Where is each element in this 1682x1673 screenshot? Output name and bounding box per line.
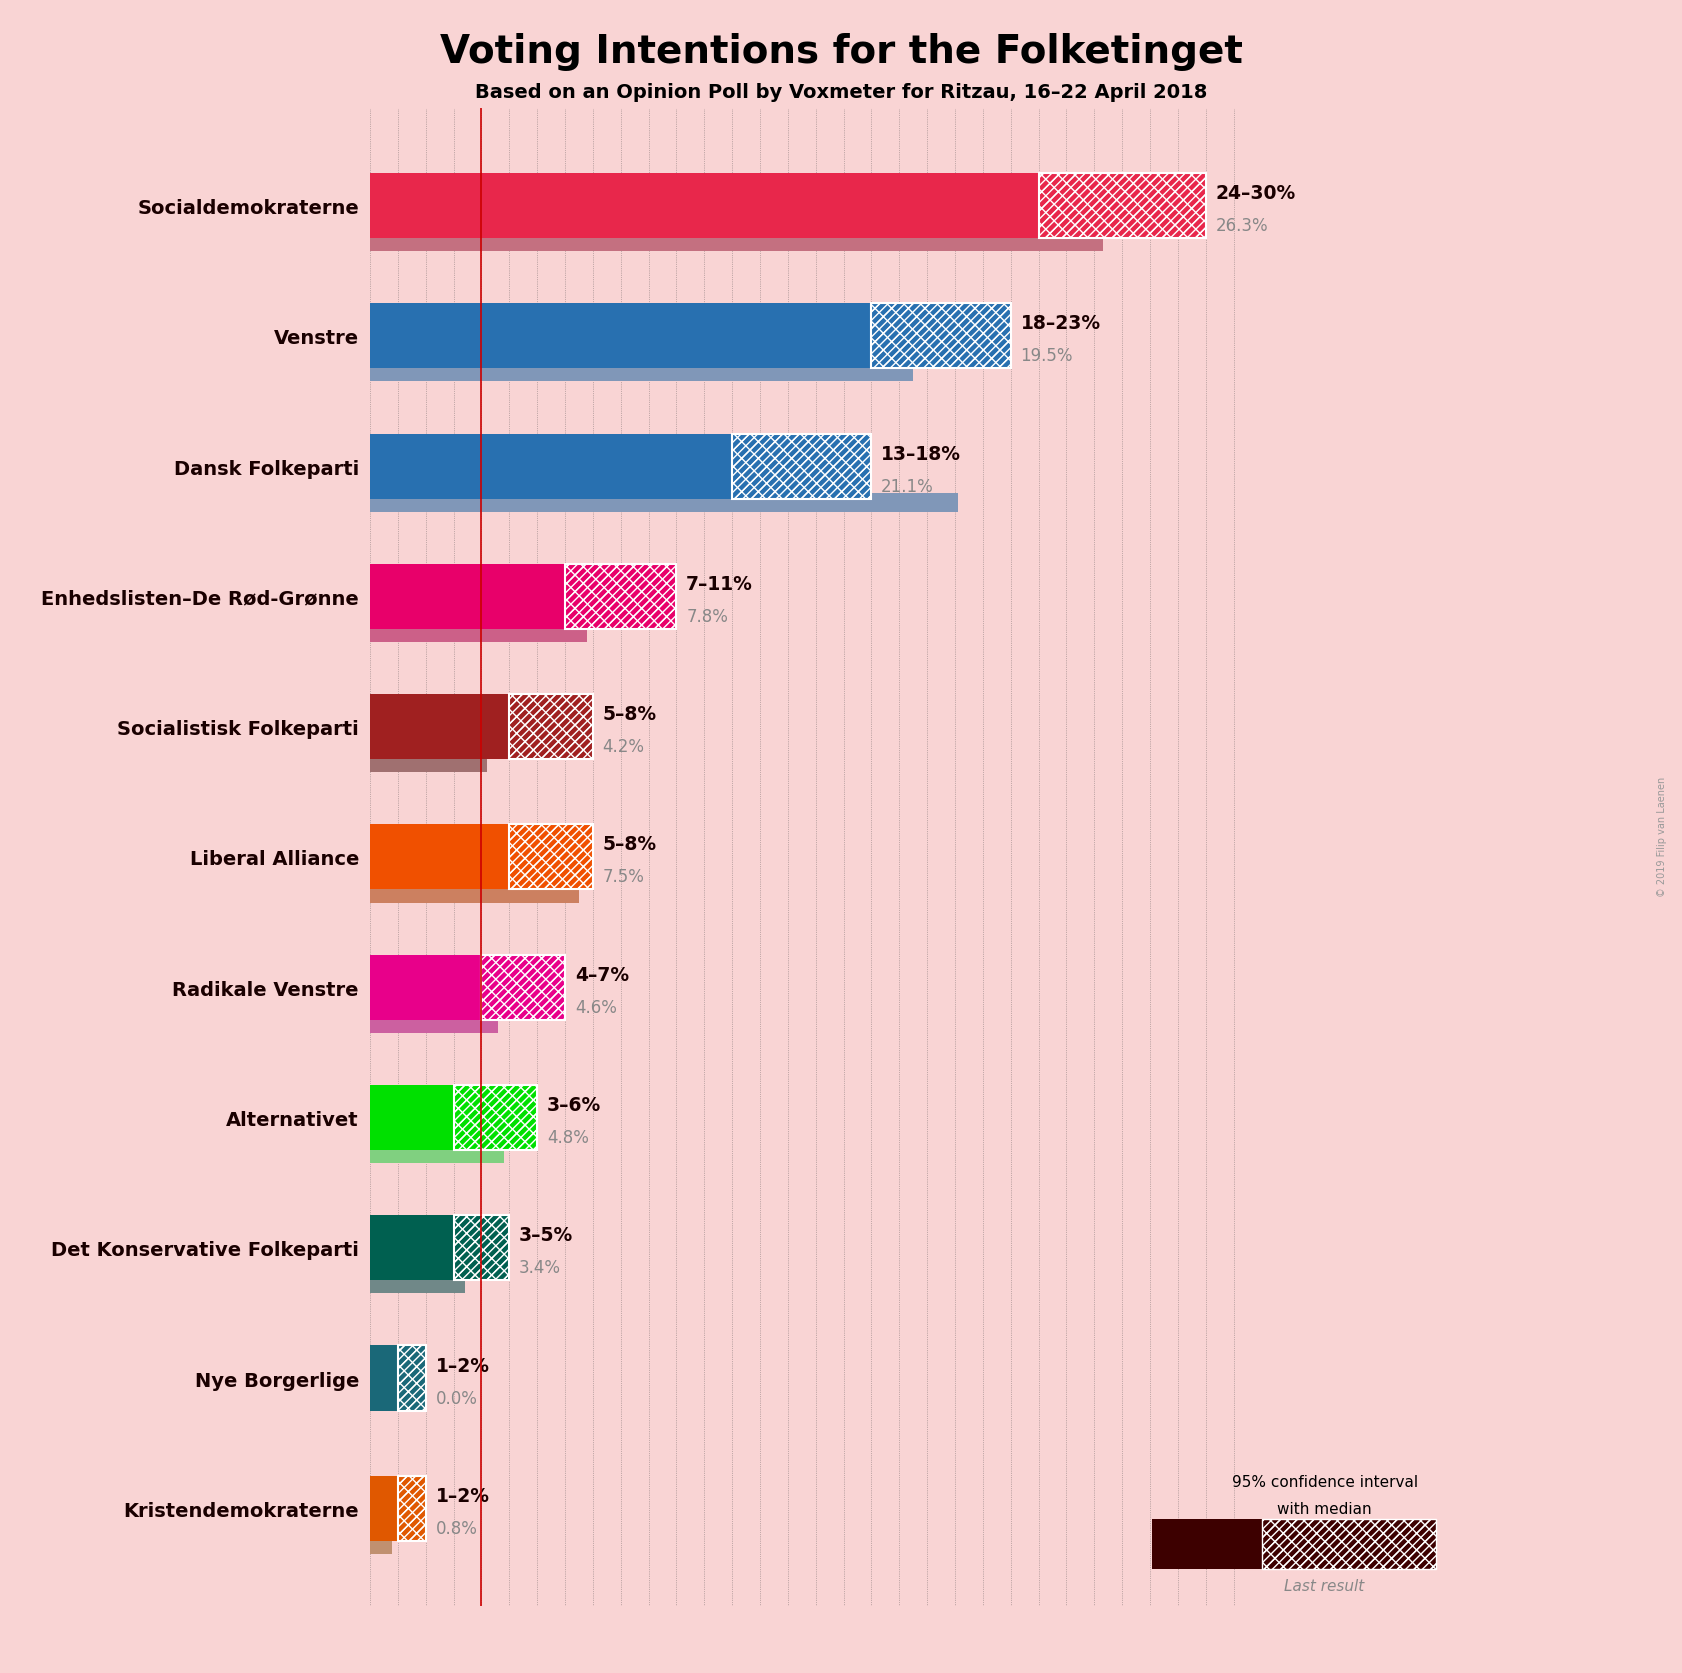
Bar [732, 435, 871, 499]
Bar [370, 755, 488, 773]
Bar [370, 1016, 498, 1034]
Text: 18–23%: 18–23% [1021, 315, 1100, 333]
Text: 26.3%: 26.3% [1216, 217, 1268, 234]
Text: 4.6%: 4.6% [575, 999, 617, 1016]
Text: 3.4%: 3.4% [520, 1258, 562, 1276]
Bar [370, 1275, 464, 1293]
Bar [370, 694, 510, 760]
Text: 95% confidence interval: 95% confidence interval [1231, 1474, 1418, 1489]
Text: with median: with median [1277, 1501, 1373, 1516]
Text: 3–6%: 3–6% [547, 1096, 600, 1114]
Bar [370, 1476, 399, 1541]
Bar [370, 174, 1038, 239]
Bar [454, 1086, 537, 1151]
Bar [370, 1144, 505, 1163]
Bar [732, 435, 871, 499]
Bar [370, 1536, 392, 1554]
Bar [370, 304, 871, 370]
Bar [370, 1345, 399, 1410]
Text: 4–7%: 4–7% [575, 965, 629, 984]
Bar [454, 1086, 537, 1151]
Bar [481, 955, 565, 1021]
Text: 7.8%: 7.8% [686, 607, 728, 626]
Text: © 2019 Filip van Laenen: © 2019 Filip van Laenen [1657, 776, 1667, 897]
Bar [370, 955, 481, 1021]
Text: Based on an Opinion Poll by Voxmeter for Ritzau, 16–22 April 2018: Based on an Opinion Poll by Voxmeter for… [474, 82, 1208, 102]
Text: 1–2%: 1–2% [436, 1486, 489, 1506]
Bar [370, 234, 1103, 253]
Bar [510, 694, 594, 760]
Bar [510, 825, 594, 890]
Bar [370, 1216, 454, 1280]
Text: 0.8%: 0.8% [436, 1519, 478, 1537]
Text: 7–11%: 7–11% [686, 574, 754, 594]
Bar [454, 1216, 510, 1280]
Bar [565, 564, 676, 629]
Bar [510, 825, 594, 890]
Text: 4.2%: 4.2% [602, 738, 644, 756]
Text: 4.8%: 4.8% [547, 1128, 589, 1146]
Bar [370, 564, 565, 629]
Text: 5–8%: 5–8% [602, 704, 656, 724]
Bar [370, 494, 957, 512]
Text: 21.1%: 21.1% [881, 477, 934, 495]
Bar [370, 825, 510, 890]
Text: 3–5%: 3–5% [520, 1226, 574, 1245]
Text: 0.0%: 0.0% [436, 1389, 478, 1407]
Bar [1038, 174, 1206, 239]
Bar [370, 1086, 454, 1151]
Text: 5–8%: 5–8% [602, 835, 656, 853]
Bar [510, 694, 594, 760]
Text: 7.5%: 7.5% [602, 868, 644, 887]
Text: 19.5%: 19.5% [1021, 346, 1073, 365]
Bar [399, 1476, 426, 1541]
Bar [1038, 174, 1206, 239]
Text: Voting Intentions for the Folketinget: Voting Intentions for the Folketinget [439, 33, 1243, 70]
Text: 13–18%: 13–18% [881, 445, 960, 463]
Text: 24–30%: 24–30% [1216, 184, 1295, 202]
Bar [399, 1476, 426, 1541]
Bar [370, 365, 913, 381]
Bar [481, 955, 565, 1021]
Bar [454, 1216, 510, 1280]
Bar [871, 304, 1011, 370]
Text: 1–2%: 1–2% [436, 1355, 489, 1375]
Bar [370, 624, 587, 642]
Text: Last result: Last result [1285, 1578, 1364, 1593]
Bar [399, 1345, 426, 1410]
Bar [399, 1345, 426, 1410]
Bar [871, 304, 1011, 370]
Bar [565, 564, 676, 629]
Bar [370, 885, 579, 903]
Bar [370, 435, 732, 499]
